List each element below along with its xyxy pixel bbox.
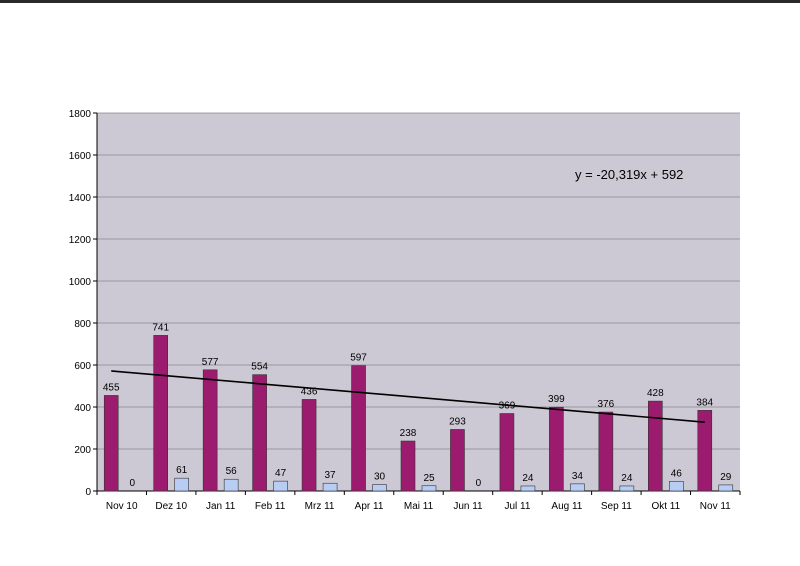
- bar: [669, 481, 684, 492]
- x-tick-label: Mai 11: [404, 501, 434, 512]
- y-tick-label: 1400: [69, 193, 92, 204]
- y-tick-label: 800: [74, 319, 91, 330]
- data-label: 25: [423, 473, 435, 484]
- scan-edge: [0, 0, 800, 3]
- y-tick-label: 200: [74, 445, 91, 456]
- data-label: 399: [548, 394, 565, 405]
- data-label: 455: [103, 382, 120, 393]
- data-label: 369: [499, 401, 516, 412]
- bar: [450, 429, 465, 492]
- data-label: 46: [671, 468, 683, 479]
- bar: [301, 399, 317, 492]
- x-tick-label: Apr 11: [355, 501, 384, 512]
- bar: [549, 406, 564, 492]
- data-label: 293: [449, 416, 466, 427]
- y-tick-label: 600: [74, 361, 91, 372]
- bar: [718, 484, 734, 492]
- bar: [174, 477, 189, 492]
- bar: [252, 374, 267, 492]
- data-label: 384: [696, 397, 713, 408]
- trendline-line: [111, 370, 705, 423]
- data-label: 436: [301, 386, 318, 397]
- x-tick-label: Jul 11: [504, 501, 530, 512]
- y-tick-label: 1200: [69, 235, 92, 246]
- bar: [322, 482, 338, 492]
- bar: [273, 480, 288, 492]
- bar: [223, 478, 239, 492]
- data-label: 376: [598, 399, 615, 410]
- data-labels: 455 0 741 61 577 56 554 47 436 37 597 30 238 25 293 0 36…: [103, 322, 732, 489]
- bar: [570, 483, 585, 492]
- x-axis-ticks: Nov 10 Dez 10 Jan 11 Feb 11 Mrz 11 Apr 11 Mai …: [96, 491, 741, 512]
- data-label: 61: [176, 465, 188, 476]
- data-label: 0: [476, 478, 482, 489]
- bars: [103, 335, 734, 492]
- data-label: 47: [275, 468, 287, 479]
- data-label: 56: [226, 466, 238, 477]
- y-tick-label: 400: [74, 403, 91, 414]
- data-label: 37: [325, 470, 337, 481]
- data-label: 428: [647, 388, 664, 399]
- bar: [153, 335, 168, 492]
- trendline-equation: y = -20,319x + 592: [575, 167, 683, 182]
- x-tick-label: Nov 10: [106, 501, 138, 512]
- y-tick-label: 0: [85, 487, 91, 498]
- bar: [400, 440, 416, 492]
- data-label: 597: [350, 353, 367, 364]
- data-label: 554: [251, 362, 268, 373]
- bar: [697, 410, 713, 492]
- data-label: 24: [522, 473, 534, 484]
- x-tick-label: Nov 11: [700, 501, 731, 512]
- x-tick-label: Aug 11: [551, 501, 582, 512]
- x-tick-label: Sep 11: [601, 501, 632, 512]
- data-label: 577: [202, 357, 219, 368]
- data-label: 741: [152, 322, 169, 333]
- data-label: 29: [720, 472, 732, 483]
- bar: [520, 485, 536, 492]
- bar: [648, 400, 663, 492]
- bar: [421, 485, 437, 492]
- y-axis-ticks: 0 200 400 600 800 1000 1200 1400 1600 1800: [69, 109, 97, 498]
- trendline: [111, 370, 705, 423]
- data-label: 34: [572, 471, 584, 482]
- bar: [598, 411, 614, 492]
- data-label: 24: [621, 473, 633, 484]
- x-tick-label: Feb 11: [255, 501, 286, 512]
- x-tick-label: Mrz 11: [305, 501, 335, 512]
- y-tick-label: 1000: [69, 277, 92, 288]
- y-tick-label: 1600: [69, 151, 92, 162]
- x-tick-label: Jun 11: [453, 501, 483, 512]
- bar: [619, 485, 635, 492]
- bar: [499, 413, 515, 492]
- bar: [351, 365, 366, 492]
- bar: [372, 484, 387, 492]
- bar: [202, 369, 218, 492]
- x-tick-label: Jan 11: [206, 501, 236, 512]
- data-label: 0: [129, 478, 135, 489]
- data-label: 238: [400, 428, 417, 439]
- bar: [103, 395, 119, 492]
- y-tick-label: 1800: [69, 109, 92, 120]
- x-tick-label: Dez 10: [155, 501, 187, 512]
- x-tick-label: Okt 11: [651, 501, 680, 512]
- data-label: 30: [374, 472, 386, 483]
